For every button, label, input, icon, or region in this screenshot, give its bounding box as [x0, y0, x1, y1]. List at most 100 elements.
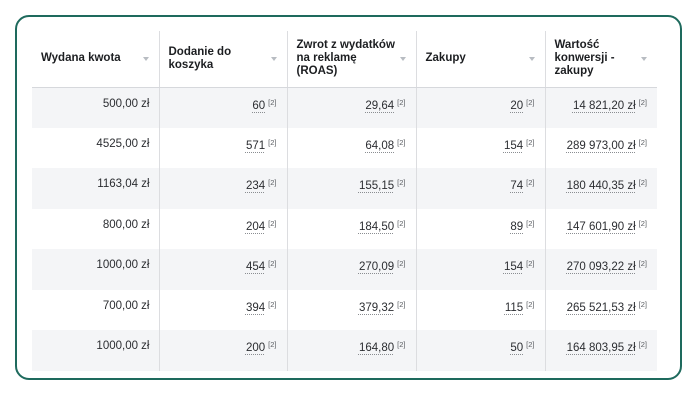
footnote-marker: [2] — [268, 340, 277, 349]
spent-value: 1000,00 zł — [96, 340, 150, 352]
add-to-cart-value[interactable]: 204 — [245, 220, 266, 233]
sort-caret-icon[interactable] — [528, 56, 535, 61]
cell-spent: 1163,04 zł — [32, 168, 160, 209]
purchases-value[interactable]: 154 — [503, 139, 524, 152]
purchases-value[interactable]: 115 — [504, 301, 524, 314]
cell-purchases: 89 [2] — [416, 208, 546, 249]
cell-spent: 1000,00 zł — [32, 330, 160, 371]
table-row: 4525,00 zł 571 [2] 64,08 [2] 154 [2] 289 97… — [32, 127, 657, 169]
sort-caret-icon[interactable] — [641, 56, 647, 61]
column-header-label: Dodanie do koszyka — [168, 45, 232, 71]
purchases-value[interactable]: 74 — [510, 180, 524, 192]
cell-add-to-cart: 571 [2] — [159, 127, 288, 168]
cell-add-to-cart: 454 [2] — [159, 249, 288, 290]
footnote-marker: [2] — [268, 259, 277, 268]
column-header-label: Wartość konwersji - zakupy — [554, 39, 615, 78]
cell-purchases: 74 [2] — [416, 168, 546, 209]
sort-caret-icon[interactable] — [270, 56, 277, 61]
add-to-cart-value[interactable]: 571 — [245, 139, 266, 152]
cell-roas: 184,50 [2] — [287, 208, 417, 249]
column-header-roas[interactable]: Zwrot z wydatków na reklamę (ROAS) — [287, 31, 417, 88]
roas-value[interactable]: 184,50 — [358, 220, 395, 233]
footnote-marker: [2] — [268, 218, 277, 228]
cell-add-to-cart: 60 [2] — [159, 87, 288, 128]
roas-value[interactable]: 164,80 — [358, 342, 395, 354]
cell-conversion-value: 265 521,53 zł [2] — [545, 290, 657, 331]
conversion-value[interactable]: 180 440,35 zł — [566, 180, 636, 192]
table-row: 1000,00 zł 454 [2] 270,09 [2] 154 [2] 270 0… — [32, 249, 657, 290]
footnote-marker: [2] — [526, 259, 535, 268]
column-header-spent[interactable]: Wydana kwota — [32, 31, 160, 88]
footnote-marker: [2] — [526, 340, 535, 349]
footnote-marker: [2] — [526, 299, 535, 309]
conversion-value[interactable]: 289 973,00 zł — [566, 139, 636, 152]
cell-spent: 800,00 zł — [32, 208, 160, 249]
footnote-marker: [2] — [638, 178, 647, 187]
footnote-marker: [2] — [397, 218, 406, 228]
roas-value[interactable]: 64,08 — [365, 139, 395, 152]
add-to-cart-value[interactable]: 454 — [245, 261, 266, 273]
spent-value: 700,00 zł — [102, 299, 150, 312]
footnote-marker: [2] — [526, 178, 535, 187]
purchases-value[interactable]: 50 — [510, 342, 524, 354]
column-header-label: Zwrot z wydatków na reklamę (ROAS) — [296, 39, 395, 78]
table-row: 700,00 zł 394 [2] 379,32 [2] 115 [2] 265 52… — [32, 289, 657, 331]
cell-conversion-value: 270 093,22 zł [2] — [545, 249, 657, 290]
footnote-marker: [2] — [268, 299, 277, 309]
footnote-marker: [2] — [638, 259, 647, 268]
purchases-value[interactable]: 154 — [503, 261, 524, 273]
cell-roas: 270,09 [2] — [287, 249, 417, 290]
cell-add-to-cart: 394 [2] — [159, 289, 288, 330]
cell-roas: 379,32 [2] — [287, 289, 417, 330]
spent-value: 800,00 zł — [102, 218, 150, 231]
footnote-marker: [2] — [638, 137, 647, 147]
conversion-value[interactable]: 164 803,95 zł — [566, 342, 636, 354]
purchases-value[interactable]: 20 — [510, 99, 524, 112]
roas-value[interactable]: 379,32 — [358, 301, 395, 314]
column-header-conversion-value[interactable]: Wartość konwersji - zakupy — [545, 31, 657, 88]
cell-roas: 64,08 [2] — [287, 127, 417, 168]
footnote-marker: [2] — [397, 299, 406, 309]
conversion-value[interactable]: 147 601,90 zł — [566, 220, 636, 233]
cell-conversion-value: 164 803,95 zł [2] — [545, 330, 657, 371]
roas-value[interactable]: 29,64 — [365, 99, 395, 112]
column-header-add-to-cart[interactable]: Dodanie do koszyka — [159, 31, 288, 88]
footnote-marker: [2] — [526, 218, 535, 228]
conversion-value[interactable]: 14 821,20 zł — [572, 99, 636, 112]
cell-roas: 155,15 [2] — [287, 168, 417, 209]
cell-purchases: 154 [2] — [416, 249, 546, 290]
cell-purchases: 154 [2] — [416, 127, 546, 168]
cell-roas: 29,64 [2] — [287, 87, 417, 128]
cell-conversion-value: 289 973,00 zł [2] — [545, 128, 657, 169]
sort-caret-icon[interactable] — [142, 56, 149, 61]
sort-caret-icon[interactable] — [399, 56, 406, 61]
cell-conversion-value: 147 601,90 zł [2] — [545, 209, 657, 250]
table-header-row: Wydana kwota Dodanie do koszyka Zwrot z … — [32, 31, 657, 88]
add-to-cart-value[interactable]: 60 — [252, 99, 266, 112]
ads-results-table: Wydana kwota Dodanie do koszyka Zwrot z … — [32, 31, 657, 371]
column-header-purchases[interactable]: Zakupy — [416, 31, 546, 88]
cell-spent: 1000,00 zł — [32, 249, 160, 290]
footnote-marker: [2] — [397, 178, 406, 187]
cell-purchases: 115 [2] — [416, 289, 546, 330]
add-to-cart-value[interactable]: 394 — [245, 301, 266, 314]
add-to-cart-value[interactable]: 200 — [245, 342, 266, 354]
roas-value[interactable]: 155,15 — [358, 180, 395, 192]
cell-conversion-value: 14 821,20 zł [2] — [545, 87, 657, 128]
roas-value[interactable]: 270,09 — [358, 261, 395, 273]
footnote-marker: [2] — [638, 299, 647, 309]
cell-conversion-value: 180 440,35 zł [2] — [545, 168, 657, 209]
purchases-value[interactable]: 89 — [510, 220, 524, 233]
add-to-cart-value[interactable]: 234 — [245, 180, 266, 192]
cell-add-to-cart: 204 [2] — [159, 208, 288, 249]
cell-purchases: 50 [2] — [416, 330, 546, 371]
footnote-marker: [2] — [397, 137, 406, 147]
conversion-value[interactable]: 270 093,22 zł — [566, 261, 636, 273]
footnote-marker: [2] — [638, 97, 647, 107]
table-row: 800,00 zł 204 [2] 184,50 [2] 89 [2] 147 601… — [32, 208, 657, 250]
conversion-value[interactable]: 265 521,53 zł — [566, 301, 636, 314]
footnote-marker: [2] — [638, 218, 647, 228]
cell-spent: 500,00 zł — [32, 87, 160, 128]
spent-value: 1000,00 zł — [96, 259, 150, 271]
footnote-marker: [2] — [638, 340, 647, 349]
